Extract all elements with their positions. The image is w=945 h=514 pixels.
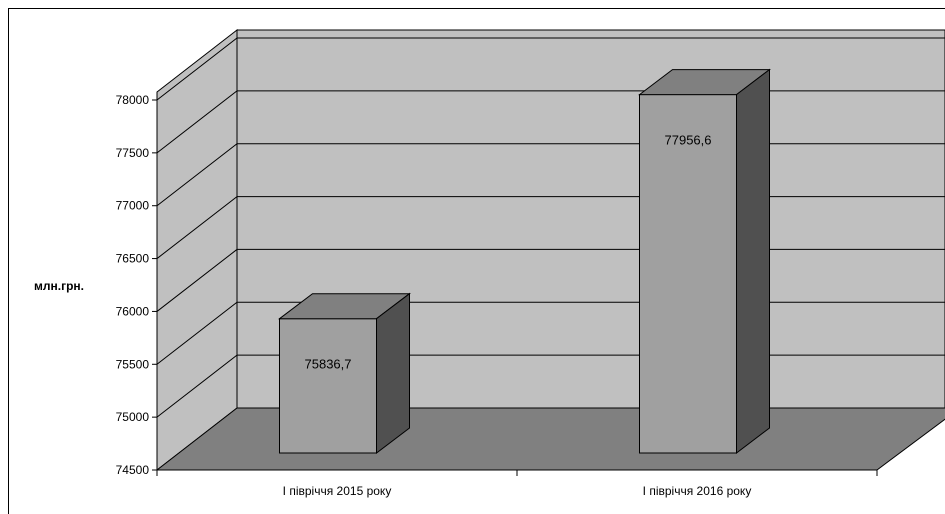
bar-front xyxy=(279,318,377,454)
data-label: 77956,6 xyxy=(665,133,712,148)
y-tick-label: 77500 xyxy=(116,146,150,160)
y-tick-label: 75500 xyxy=(116,357,150,371)
y-tick-label: 78000 xyxy=(116,93,150,107)
bar-side xyxy=(376,292,410,455)
bar xyxy=(278,292,411,455)
floor xyxy=(155,407,945,471)
bar-front xyxy=(639,94,737,454)
y-tick-label: 77000 xyxy=(116,199,150,213)
gridline xyxy=(156,37,945,101)
y-axis-label: млн.грн. xyxy=(34,279,84,293)
x-category-label: I півріччя 2016 року xyxy=(643,484,752,498)
y-tick-label: 76500 xyxy=(116,252,150,266)
bar-side xyxy=(736,68,770,455)
bar xyxy=(638,68,771,455)
y-tick-label: 74500 xyxy=(116,463,150,477)
data-label: 75836,7 xyxy=(305,357,352,372)
y-tick-label: 76000 xyxy=(116,304,150,318)
x-category-label: I півріччя 2015 року xyxy=(283,484,392,498)
y-tick-label: 75000 xyxy=(116,410,150,424)
side-wall xyxy=(156,28,238,472)
